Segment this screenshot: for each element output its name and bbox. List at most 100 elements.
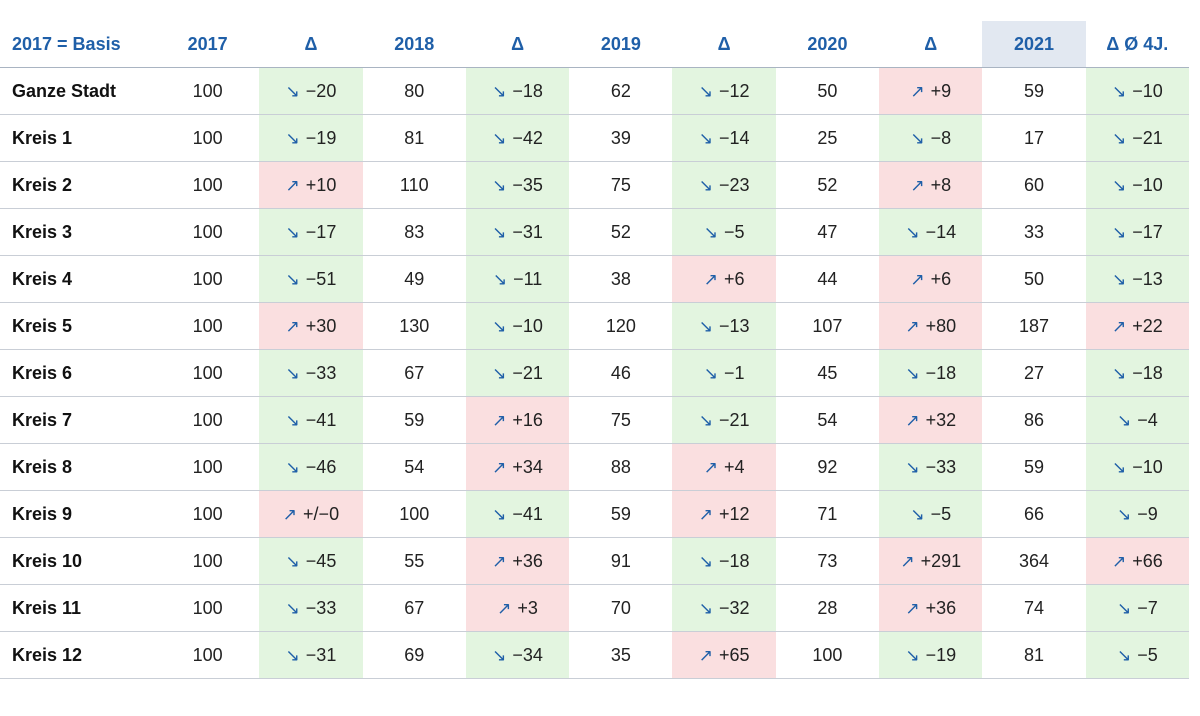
index-value-cell: 69 [362, 631, 466, 679]
arrow-up-right-icon: ↗ [492, 410, 507, 431]
header-delta-2018: Δ [259, 21, 363, 68]
arrow-down-right-icon: ↘ [285, 128, 300, 149]
delta-cell: ↘ −34 [465, 631, 570, 679]
index-value-cell: 80 [362, 67, 466, 115]
delta-cell: ↘ −17 [259, 208, 363, 256]
header-2018: 2018 [362, 21, 466, 68]
index-value-cell: 100 [156, 255, 260, 303]
delta-cell: ↘ −18 [672, 537, 776, 585]
delta-value: −41 [512, 503, 543, 524]
table-row: Kreis 2 100 ↗ +10 110 ↘ −35 75 ↘ −23 52 ↗ +8 60 ↘ −10 [0, 161, 1189, 209]
delta-value: −7 [1137, 597, 1158, 618]
delta-value: +36 [925, 597, 957, 618]
index-value-cell: 50 [982, 255, 1086, 303]
index-value-cell: 46 [569, 349, 673, 397]
delta-cell: ↘ −18 [1085, 349, 1189, 397]
arrow-down-right-icon: ↘ [905, 363, 920, 384]
index-value-cell: 130 [362, 302, 466, 350]
delta-cell: ↘ −8 [879, 114, 983, 162]
arrow-down-right-icon: ↘ [1111, 457, 1127, 478]
index-value-cell: 75 [569, 396, 673, 444]
index-value-cell: 100 [156, 631, 260, 679]
delta-value: −19 [305, 127, 337, 148]
delta-value: −5 [930, 503, 952, 524]
arrow-down-right-icon: ↘ [698, 175, 713, 196]
delta-value: −18 [718, 550, 750, 571]
delta-value: +291 [920, 550, 962, 571]
delta-cell: ↗ +30 [259, 302, 363, 350]
delta-value: +36 [512, 550, 543, 571]
arrow-down-right-icon: ↘ [492, 269, 508, 290]
arrow-down-right-icon: ↘ [1111, 128, 1127, 149]
delta-cell: ↘ −10 [1085, 161, 1189, 209]
arrow-up-right-icon: ↗ [910, 269, 925, 290]
index-value-cell: 67 [362, 584, 466, 632]
delta-cell: ↗ +3 [465, 584, 570, 632]
delta-value: −10 [1132, 456, 1163, 477]
table-row: Kreis 8 100 ↘ −46 54 ↗ +34 88 ↗ +4 92 ↘ −33 59 ↘ −10 [0, 443, 1189, 491]
delta-cell: ↘ −1 [672, 349, 776, 397]
delta-value: −34 [512, 644, 543, 665]
index-value-cell: 59 [982, 67, 1086, 115]
arrow-down-right-icon: ↘ [1116, 504, 1132, 525]
index-value-cell: 100 [775, 631, 880, 679]
arrow-down-right-icon: ↘ [492, 222, 507, 243]
delta-value: −1 [723, 362, 745, 383]
index-value-cell: 71 [775, 490, 880, 538]
delta-cell: ↘ −14 [672, 114, 776, 162]
index-value-cell: 100 [156, 537, 260, 585]
arrow-down-right-icon: ↘ [492, 128, 507, 149]
delta-value: +3 [517, 597, 538, 618]
delta-value: +9 [930, 80, 952, 101]
index-value-cell: 100 [156, 67, 260, 115]
row-label: Kreis 5 [0, 302, 156, 350]
row-label: Kreis 10 [0, 537, 156, 585]
arrow-down-right-icon: ↘ [1111, 175, 1127, 196]
arrow-down-right-icon: ↘ [905, 457, 920, 478]
delta-cell: ↗ +8 [879, 161, 983, 209]
arrow-down-right-icon: ↘ [492, 81, 507, 102]
delta-value: −33 [305, 597, 337, 618]
delta-cell: ↘ −12 [672, 67, 776, 115]
index-value-cell: 52 [569, 208, 673, 256]
delta-value: +/−0 [303, 503, 340, 524]
delta-cell: ↘ −21 [1085, 114, 1189, 162]
table-row: Kreis 12 100 ↘ −31 69 ↘ −34 35 ↗ +65 100 ↘ −19 81 ↘ −5 [0, 631, 1189, 679]
delta-value: −18 [1132, 362, 1163, 383]
delta-value: +80 [925, 315, 957, 336]
arrow-up-right-icon: ↗ [497, 598, 512, 619]
arrow-down-right-icon: ↘ [703, 222, 718, 243]
table-row: Ganze Stadt 100 ↘ −20 80 ↘ −18 62 ↘ −12 50 ↗ +9 59 ↘ −1… [0, 67, 1189, 115]
index-value-cell: 100 [156, 490, 260, 538]
arrow-up-right-icon: ↗ [900, 551, 915, 572]
delta-value: +10 [305, 174, 337, 195]
arrow-up-right-icon: ↗ [905, 316, 920, 337]
delta-cell: ↘ −41 [465, 490, 570, 538]
arrow-up-right-icon: ↗ [698, 504, 713, 525]
table-row: Kreis 1 100 ↘ −19 81 ↘ −42 39 ↘ −14 25 ↘ −8 17 ↘ −21 [0, 114, 1189, 162]
index-value-cell: 54 [362, 443, 466, 491]
index-value-cell: 100 [156, 302, 260, 350]
arrow-up-right-icon: ↗ [905, 410, 920, 431]
delta-value: −21 [718, 409, 750, 430]
delta-cell: ↗ +10 [259, 161, 363, 209]
delta-value: −9 [1137, 503, 1158, 524]
arrow-up-right-icon: ↗ [910, 175, 925, 196]
delta-cell: ↗ +9 [879, 67, 983, 115]
index-value-cell: 39 [569, 114, 673, 162]
delta-value: −18 [512, 80, 543, 101]
index-value-cell: 33 [982, 208, 1086, 256]
arrow-down-right-icon: ↘ [910, 504, 925, 525]
delta-cell: ↘ −10 [1085, 67, 1189, 115]
index-value-cell: 70 [569, 584, 673, 632]
delta-cell: ↘ −33 [259, 349, 363, 397]
arrow-down-right-icon: ↘ [1111, 81, 1127, 102]
delta-value: −19 [925, 644, 957, 665]
index-value-cell: 86 [982, 396, 1086, 444]
index-value-cell: 92 [775, 443, 880, 491]
arrow-up-right-icon: ↗ [703, 269, 718, 290]
row-label: Kreis 12 [0, 631, 156, 679]
index-value-cell: 28 [775, 584, 880, 632]
arrow-down-right-icon: ↘ [1116, 645, 1132, 666]
index-value-cell: 100 [156, 161, 260, 209]
